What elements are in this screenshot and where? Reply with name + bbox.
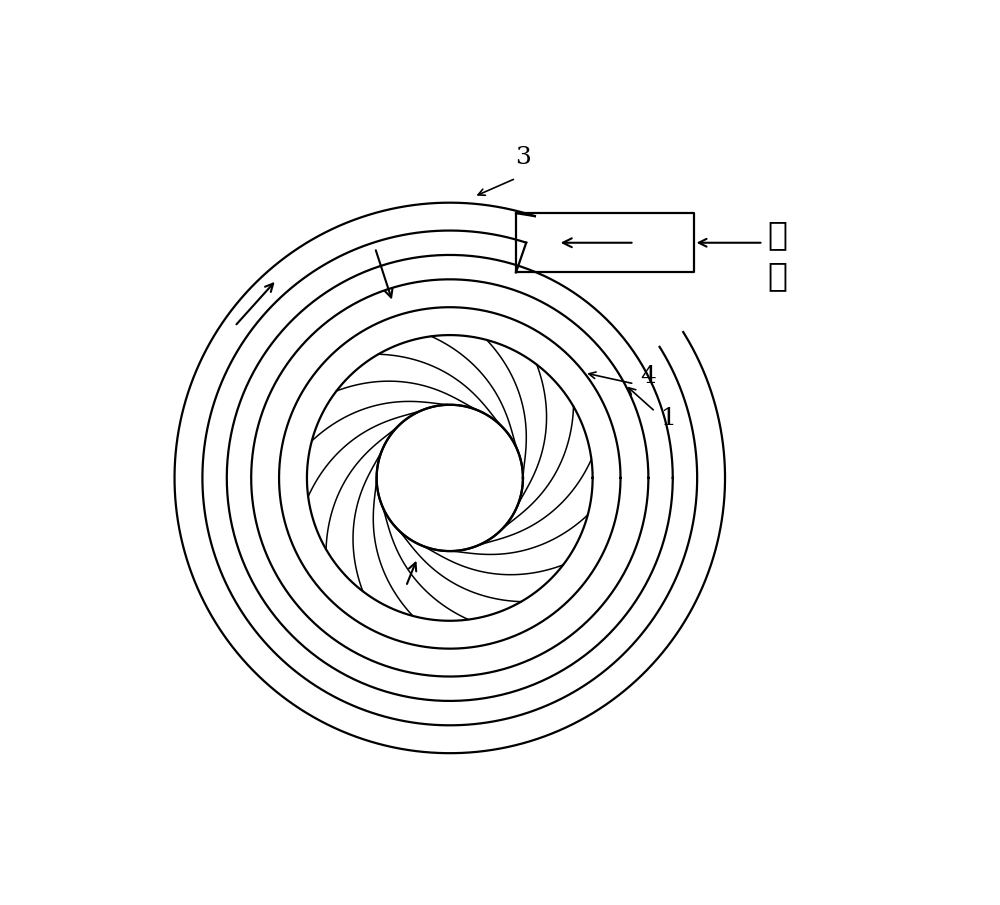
Polygon shape [377,405,523,551]
Polygon shape [377,405,523,551]
Text: 1: 1 [661,407,677,430]
Text: 3: 3 [515,146,531,169]
Text: 进
气: 进 气 [767,218,787,291]
Text: 4: 4 [640,366,656,388]
